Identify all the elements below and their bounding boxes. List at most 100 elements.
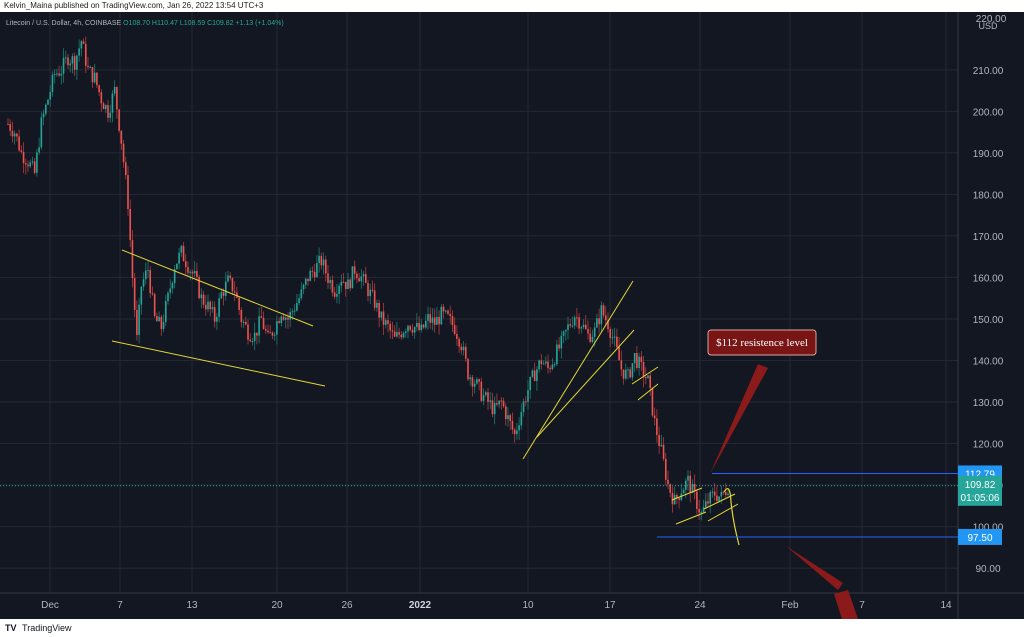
candle-body <box>707 501 709 504</box>
candle-body <box>138 304 140 335</box>
candle-body <box>300 289 303 299</box>
trendline <box>703 493 736 510</box>
candle-body <box>500 400 503 402</box>
candle-body <box>369 289 372 297</box>
candle-body <box>538 360 540 370</box>
candle-body <box>342 281 345 283</box>
trendline <box>671 487 703 501</box>
candle-body <box>556 344 558 365</box>
candle-body <box>76 55 78 70</box>
candle-body <box>398 332 400 335</box>
candle-body <box>171 282 174 289</box>
candle-body <box>440 306 443 325</box>
candle-body <box>42 113 45 118</box>
candle-body <box>200 294 203 299</box>
candle-body <box>109 112 112 118</box>
candle-body <box>322 259 325 266</box>
x-tick-label: 7 <box>859 600 865 611</box>
chart-area[interactable]: $112 resistence level Litecoin / U.S. Dol… <box>0 12 1024 619</box>
candle-body <box>698 508 700 513</box>
y-tick-label: 150.00 <box>973 315 1004 326</box>
candle-body <box>182 245 185 262</box>
candle-body <box>209 301 212 310</box>
candle-body <box>291 311 294 313</box>
candle-body <box>442 306 445 312</box>
candle-body <box>153 294 156 317</box>
candle-body <box>373 290 376 308</box>
candle-body <box>700 511 703 513</box>
trendline <box>522 280 634 460</box>
candle-body <box>218 298 220 317</box>
trendline <box>111 340 326 387</box>
annotation-text: $112 resistence level <box>716 337 808 349</box>
candle-body <box>431 317 434 323</box>
candle-body <box>204 304 207 310</box>
candle-body <box>184 261 187 268</box>
candle-body <box>193 271 196 274</box>
candle-body <box>16 133 18 137</box>
candle-body <box>256 332 258 336</box>
candle-body <box>360 276 363 282</box>
candle-body <box>558 344 560 349</box>
candle-body <box>718 496 720 501</box>
candle-body <box>389 323 392 331</box>
publisher-text: Kelvin_Maina published on TradingView.co… <box>4 1 264 10</box>
price-chart[interactable]: $112 resistence level Litecoin / U.S. Dol… <box>0 12 1024 619</box>
candle-body <box>96 72 98 86</box>
candle-body <box>124 162 127 176</box>
candle-body <box>51 74 54 93</box>
candle-body <box>100 92 103 104</box>
candle-body <box>176 263 178 270</box>
candle-body <box>482 395 485 401</box>
candle-body <box>7 123 9 125</box>
candle-body <box>724 492 727 496</box>
down-arrow-head <box>834 590 858 619</box>
trendline <box>631 366 659 385</box>
candle-body <box>216 316 218 322</box>
candle-body <box>22 151 25 164</box>
tradingview-logo-icon: TV <box>5 623 17 633</box>
candle-body <box>387 320 389 324</box>
candle-body <box>238 297 240 310</box>
candle-body <box>144 270 147 280</box>
candle-body <box>364 274 367 283</box>
candle-body <box>164 301 167 323</box>
candle-body <box>551 364 554 370</box>
candle-body <box>722 492 725 494</box>
candle-body <box>629 369 632 378</box>
candle-body <box>231 277 234 292</box>
y-tick-label: 160.00 <box>973 273 1004 284</box>
candle-body <box>49 92 52 100</box>
trendline <box>637 383 659 401</box>
candle-body <box>304 278 307 285</box>
candle-body <box>400 334 403 338</box>
price-tag-97 <box>958 528 1002 545</box>
candle-body <box>378 302 380 318</box>
candle-body <box>120 130 123 144</box>
x-tick-label: 24 <box>694 600 706 611</box>
candle-body <box>276 321 278 335</box>
x-tick-label: 13 <box>186 600 198 611</box>
price-tag-last-label: 109.82 <box>965 480 996 491</box>
candle-body <box>104 105 107 110</box>
candle-body <box>307 278 309 282</box>
candle-body <box>711 491 714 493</box>
candle-body <box>213 307 216 322</box>
candle-body <box>187 267 189 273</box>
candle-body <box>198 276 200 299</box>
candle-body <box>669 484 672 493</box>
candle-body <box>518 425 520 431</box>
candle-body <box>324 259 327 274</box>
candle-body <box>147 270 149 272</box>
candle-body <box>53 74 56 76</box>
candle-body <box>662 444 665 459</box>
candle-body <box>540 360 543 364</box>
candle-body <box>458 338 460 347</box>
candle-body <box>569 324 572 326</box>
candle-body <box>167 292 169 302</box>
x-tick-label: Feb <box>781 600 799 611</box>
x-tick-label: 10 <box>522 600 534 611</box>
x-tick-label: 14 <box>940 600 952 611</box>
candle-body <box>589 333 592 343</box>
candle-body <box>424 320 427 328</box>
